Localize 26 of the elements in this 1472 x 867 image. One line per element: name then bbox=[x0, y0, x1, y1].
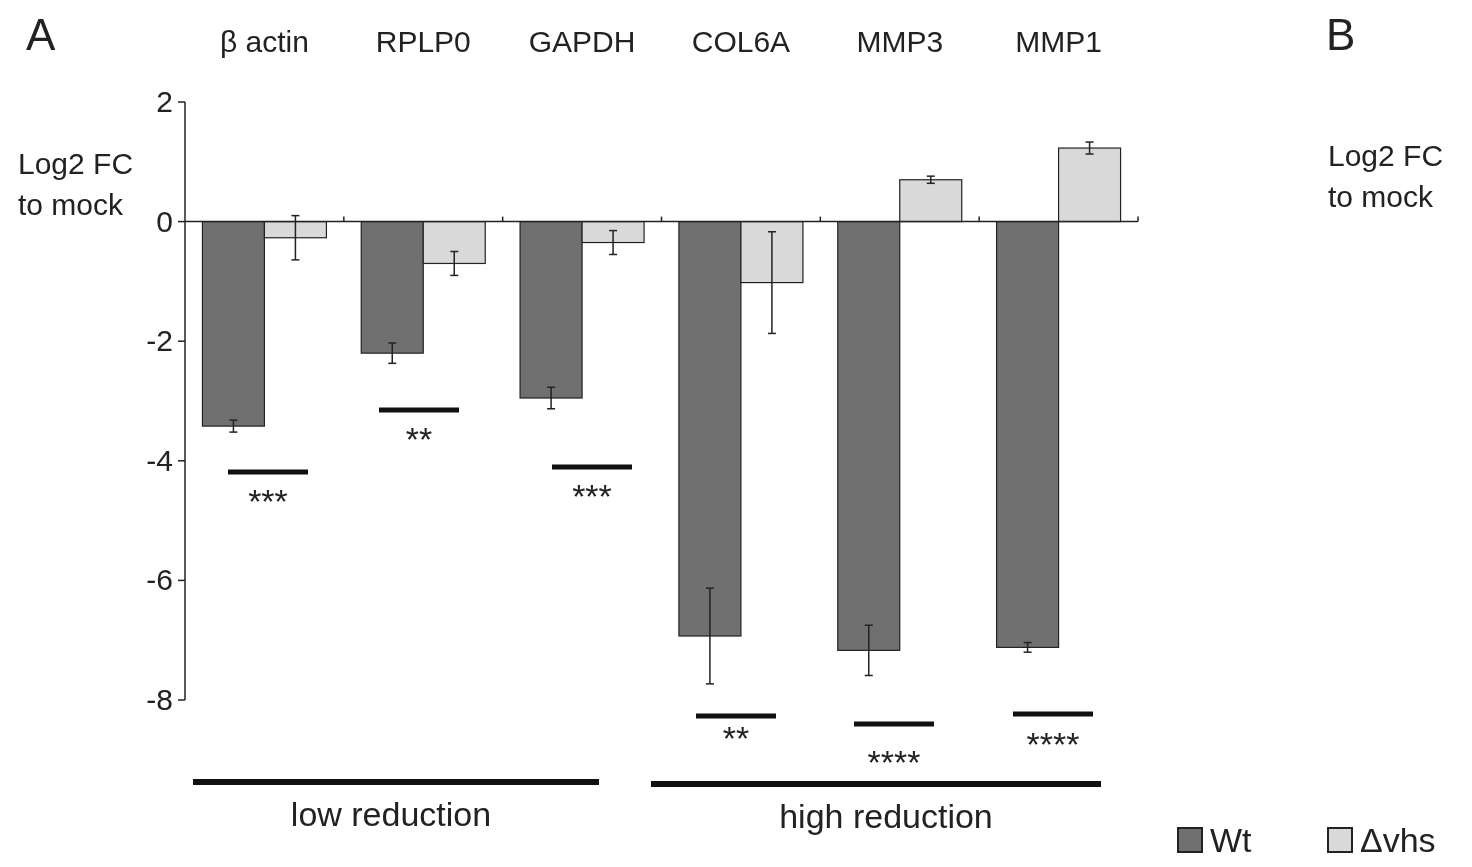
text: A bbox=[26, 10, 56, 59]
text: low reduction bbox=[290, 795, 492, 833]
x-tick-label: GAPDH bbox=[528, 25, 636, 58]
y-tick-label: 2 bbox=[156, 85, 173, 118]
y-tick-label: -8 bbox=[146, 683, 173, 716]
text: high reduction bbox=[779, 797, 993, 835]
y-tick-label: -4 bbox=[146, 443, 173, 477]
y-tick-label: -2 bbox=[146, 324, 173, 358]
annotation: ** bbox=[405, 420, 433, 458]
x-tick-label: COL6A bbox=[691, 25, 791, 58]
y-tick-label: 0 bbox=[156, 204, 173, 238]
legend-label: Wt bbox=[1210, 821, 1253, 859]
y-axis-title: Log2 FC to mock bbox=[18, 147, 134, 221]
text: Log2 FC to mock bbox=[1328, 139, 1444, 213]
text: **** bbox=[1026, 725, 1080, 763]
x-tick-label: β actin bbox=[219, 25, 309, 58]
text: **** bbox=[867, 743, 921, 781]
text: B bbox=[1326, 10, 1356, 59]
annotation: *** bbox=[572, 477, 612, 515]
legend-label: Δvhs bbox=[1360, 821, 1436, 859]
annotation: *** bbox=[248, 482, 288, 520]
text: ** bbox=[722, 719, 750, 757]
x-tick-label: MMP1 bbox=[1015, 25, 1102, 58]
x-tick-label: MMP3 bbox=[856, 25, 944, 58]
y-tick-label: -6 bbox=[146, 563, 173, 597]
x-tick-label: RPLP0 bbox=[375, 25, 471, 58]
